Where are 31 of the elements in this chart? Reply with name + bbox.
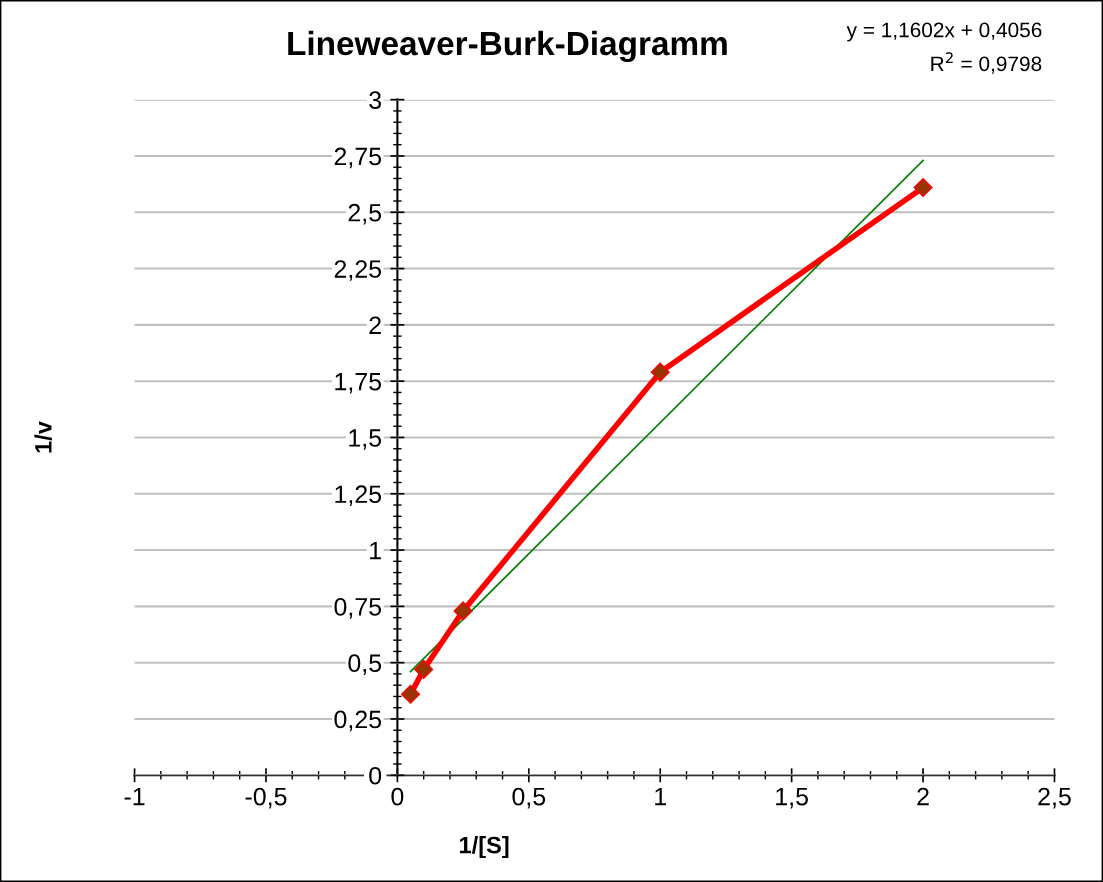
text: y = 1,1602x + 0,4056 [846,22,1042,42]
x-tick-label: 0 [391,787,404,806]
chart-title: Lineweaver-Burk-Diagramm [288,30,727,63]
y-axis-title: 1/v [34,421,52,453]
y-tick-label: 0,25 [334,710,382,732]
x-tick-label: 0,5 [512,787,546,809]
point [453,601,473,621]
y-tick-label: 2,25 [334,260,382,281]
x-tick-label: 1,5 [776,788,808,809]
y-tick-label: 0,5 [348,654,382,675]
y-tick-label: 0 [369,766,382,785]
y-tick-label: 3 [369,91,382,109]
y-tick-label: 0,75 [334,597,382,619]
x-tick-label: 1 [655,788,666,806]
point [414,659,434,679]
x-tick-label: 2,5 [1038,787,1071,809]
x-tick-label: -1 [124,788,145,806]
x-axis-title: 1/[S] [460,836,509,859]
y-tick-label: 1,75 [335,373,382,394]
point [401,684,421,704]
y-tick-label: 2 [369,316,381,334]
y-tick-label: 2,75 [334,147,382,169]
y-tick-label: 1,25 [335,485,382,507]
point [913,177,933,198]
y-tick-label: 1 [370,541,381,560]
text: R$^{2}$ = 0,9798 [931,52,1042,74]
y-tick-label: 1,5 [349,429,382,450]
x-tick-label: -0,5 [245,787,287,809]
point [650,362,670,382]
x-tick-label: 2 [917,787,929,806]
y-tick-label: 2,5 [348,203,382,225]
